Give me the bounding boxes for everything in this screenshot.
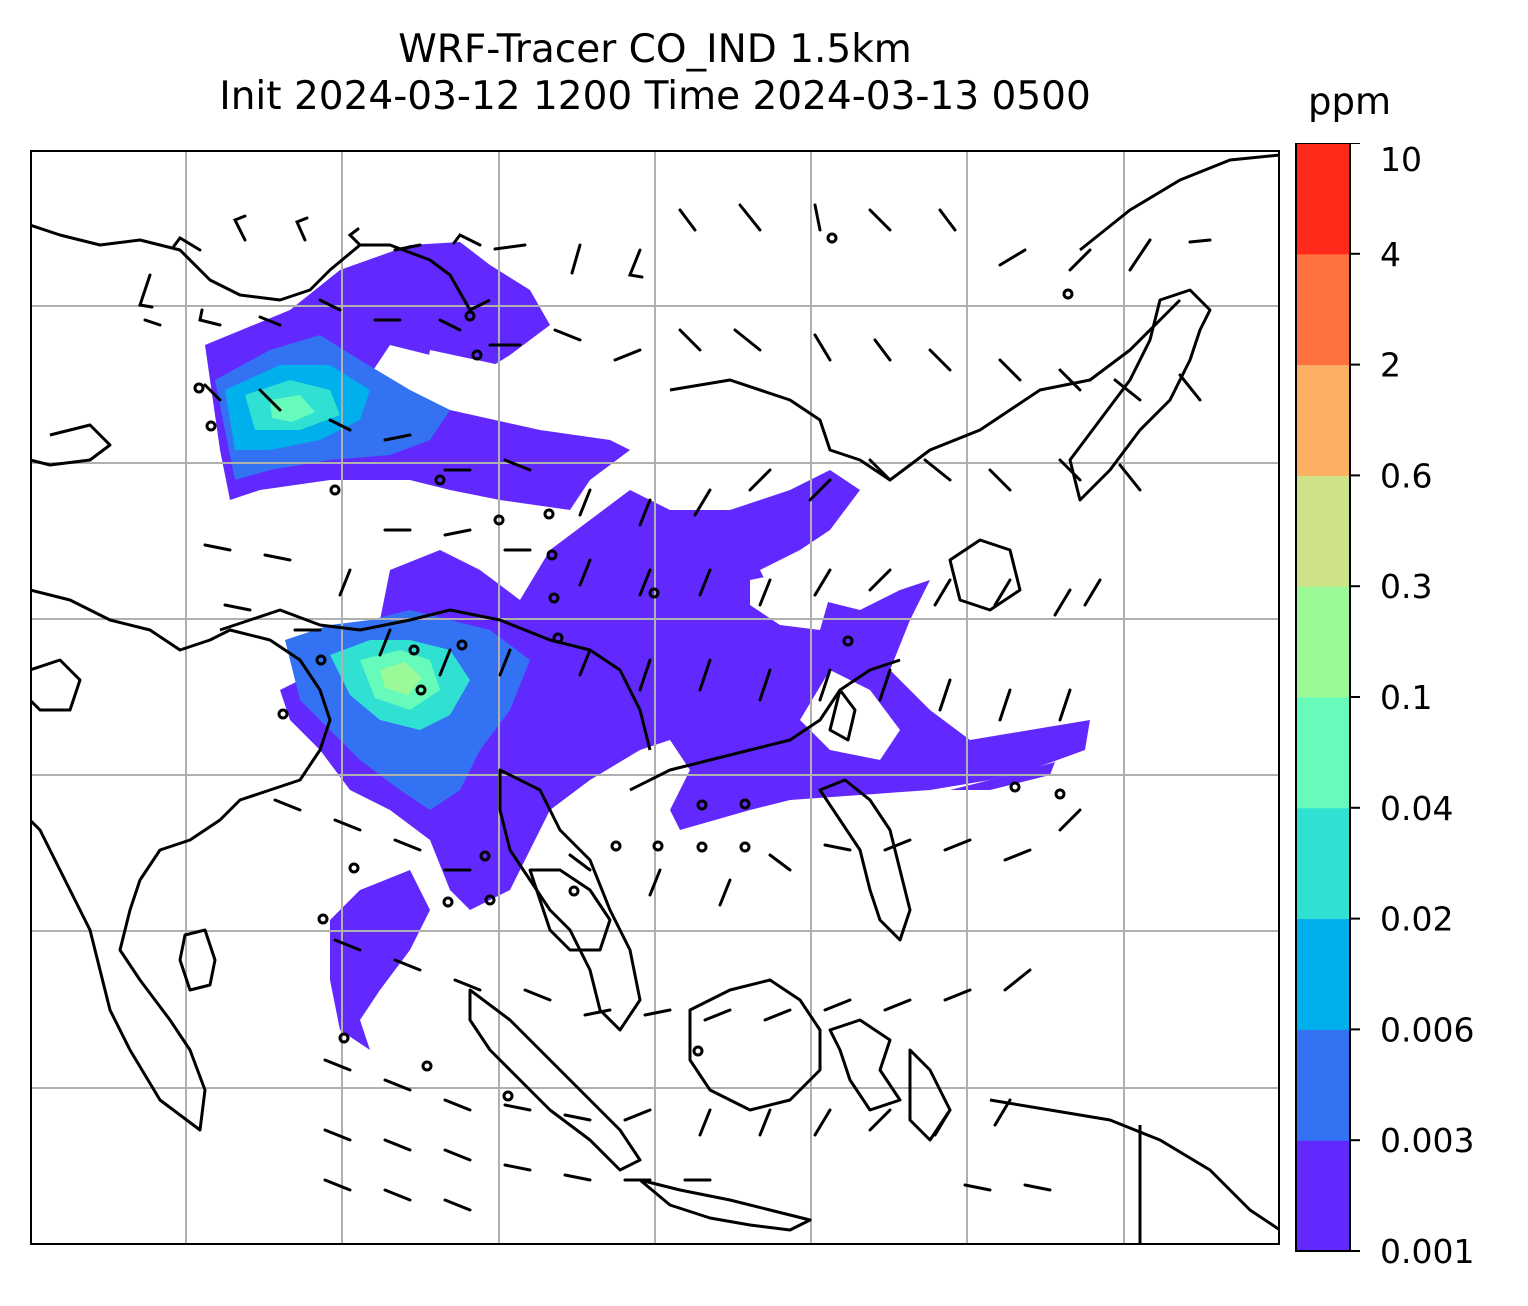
- colorbar-tick-label: 0.006: [1380, 1010, 1474, 1049]
- colorbar-segment: [1296, 807, 1350, 920]
- colorbar-tick-label: 0.6: [1380, 456, 1432, 495]
- coast-west-asia: [30, 223, 491, 312]
- colorbar-tick-label: 0.04: [1380, 789, 1453, 828]
- coast-arabia: [30, 658, 82, 712]
- tracer-plume: [205, 242, 1090, 1050]
- plume-clearing-3: [800, 670, 900, 760]
- coast-gulf: [528, 868, 612, 952]
- coast-philippines: [818, 778, 912, 942]
- coast-borneo: [688, 978, 822, 1112]
- title-line-1: WRF-Tracer CO_IND 1.5km: [398, 27, 912, 72]
- colorbar-tick-label: 2: [1380, 346, 1401, 385]
- graticule: [30, 150, 1280, 1245]
- plume-central: [280, 470, 1090, 910]
- coast-sulawesi: [828, 1018, 902, 1112]
- colorbar-tick-label: 0.001: [1380, 1232, 1474, 1271]
- colorbar-unit-label: ppm: [1308, 80, 1392, 123]
- map-canvas: [30, 150, 1280, 1245]
- colorbar-tick-label: 0.1: [1380, 678, 1432, 717]
- title-line-2: Init 2024-03-12 1200 Time 2024-03-13 050…: [219, 74, 1091, 119]
- map-border: [30, 150, 1280, 1245]
- plume-south: [330, 870, 430, 1050]
- colorbar-segment: [1296, 1140, 1350, 1252]
- colorbar: 0.001 0.003 0.006 0.02 0.04 0.1 0.3 0.6 2 4 10: [1295, 143, 1474, 1271]
- coast-indochina: [498, 768, 642, 1032]
- coast-sumatra: [468, 988, 642, 1172]
- plume-field-7: [380, 662, 422, 695]
- colorbar-segment: [1296, 1029, 1350, 1141]
- colorbar-segment: [1296, 143, 1350, 255]
- calm-markers: [193, 232, 1074, 1102]
- coast-korea: [948, 538, 1022, 612]
- coast-vietnam: [629, 658, 901, 792]
- coast-islands-east: [908, 1048, 952, 1142]
- colorbar-segment: [1296, 586, 1350, 698]
- coast-north: [30, 423, 112, 467]
- plot-title: WRF-Tracer CO_IND 1.5km Init 2024-03-12 …: [30, 26, 1280, 120]
- colorbar-segment: [1296, 918, 1350, 1030]
- wind-barbs: [138, 203, 1212, 1212]
- coast-himalaya: [219, 608, 652, 751]
- coastlines: [30, 153, 1280, 1245]
- coast-kamchatka: [1079, 153, 1280, 252]
- coast-newguinea: [989, 1098, 1280, 1232]
- coast-java: [638, 1178, 812, 1232]
- colorbar-segment: [1296, 364, 1350, 476]
- colorbar-tick-label: 0.02: [1380, 900, 1453, 939]
- colorbar-tick-label: 10: [1380, 143, 1422, 179]
- plume-clearing-1: [425, 350, 530, 420]
- plume-field-8: [270, 395, 315, 422]
- colorbar-segment: [1296, 697, 1350, 809]
- coast-taiwan: [828, 688, 857, 742]
- colorbar-tick-label: 4: [1380, 235, 1401, 274]
- colorbar-segment: [1296, 253, 1350, 366]
- colorbar-tick-label: 0.003: [1380, 1121, 1474, 1160]
- coast-srilanka: [178, 928, 217, 992]
- colorbar-tick-label: 0.3: [1380, 567, 1432, 606]
- colorbar-segment: [1296, 475, 1350, 587]
- map-panel: [30, 150, 1280, 1245]
- coast-china-east: [669, 298, 1182, 482]
- coast-india: [30, 588, 332, 1132]
- coast-japan: [1068, 288, 1212, 502]
